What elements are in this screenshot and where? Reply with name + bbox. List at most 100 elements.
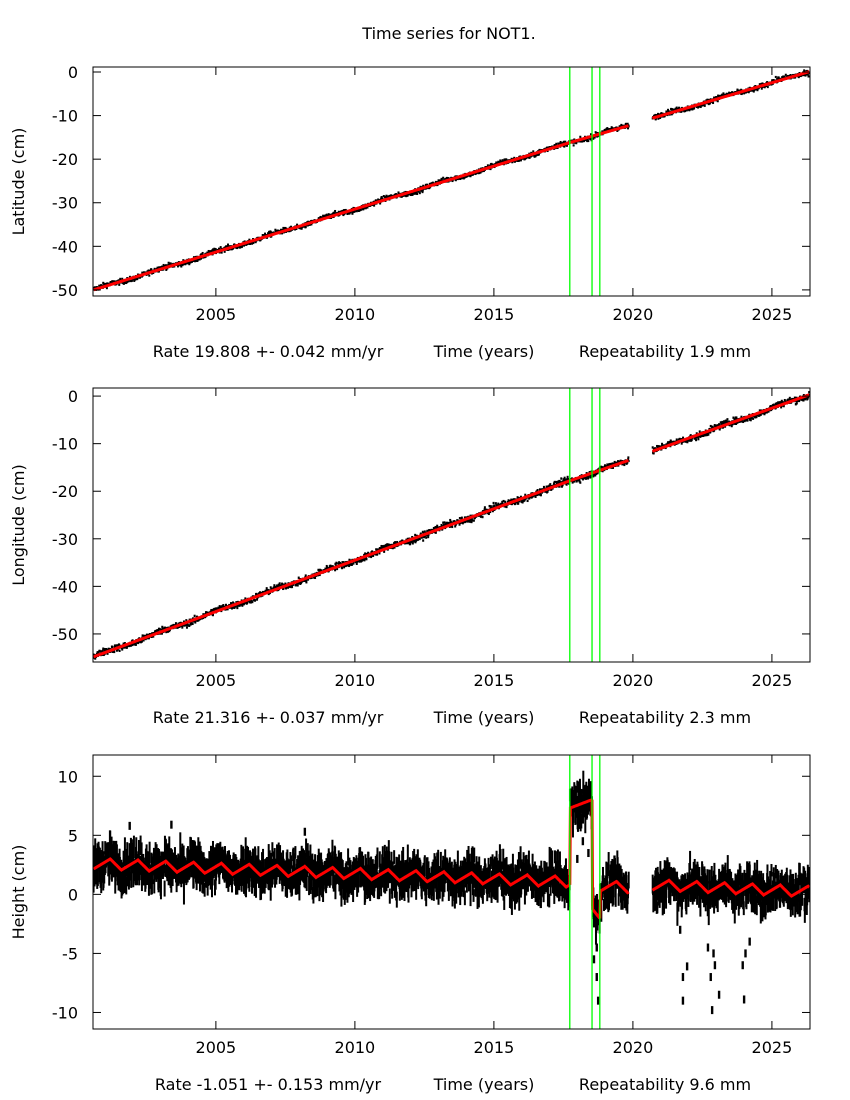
- data-point: [501, 500, 504, 504]
- data-point: [486, 164, 489, 167]
- data-point: [709, 101, 712, 104]
- data-point: [618, 125, 621, 128]
- x-tick-label: 2010: [335, 671, 376, 690]
- data-point: [510, 498, 513, 501]
- data-point: [495, 161, 498, 164]
- data-point: [572, 144, 575, 147]
- data-point: [324, 214, 327, 217]
- data-point: [160, 632, 163, 635]
- data-point: [181, 843, 184, 870]
- data-point: [575, 142, 578, 145]
- data-point: [288, 230, 291, 233]
- data-point: [117, 853, 120, 868]
- data-point: [297, 576, 300, 579]
- data-point: [298, 874, 301, 901]
- data-point: [382, 545, 385, 548]
- data-point: [165, 843, 168, 860]
- data-point: [236, 604, 239, 607]
- data-point: [119, 875, 122, 893]
- data-point: [261, 233, 264, 237]
- data-point: [735, 422, 738, 425]
- data-point: [804, 74, 807, 77]
- data-point: [340, 883, 343, 907]
- data-point: [676, 107, 679, 111]
- data-point: [323, 860, 326, 876]
- data-point: [150, 272, 153, 275]
- data-point: [601, 130, 604, 133]
- data-point: [124, 867, 127, 883]
- data-point: [176, 265, 179, 268]
- data-point: [391, 546, 394, 550]
- data-point: [603, 464, 606, 467]
- data-point: [338, 561, 341, 564]
- data-point: [458, 523, 461, 526]
- data-point: [269, 586, 272, 589]
- data-point: [137, 839, 140, 863]
- data-point: [506, 500, 509, 504]
- data-point: [304, 574, 307, 577]
- data-point: [743, 419, 746, 423]
- data-point: [383, 195, 386, 198]
- data-point: [690, 438, 693, 442]
- data-point: [100, 868, 103, 894]
- data-point: [779, 402, 782, 405]
- data-point: [330, 213, 333, 216]
- data-point: [697, 437, 700, 441]
- data-points: [92, 770, 811, 1015]
- data-point: [497, 502, 500, 505]
- data-point: [262, 590, 265, 594]
- data-point: [471, 519, 474, 522]
- data-point: [705, 99, 708, 102]
- data-point: [758, 409, 761, 412]
- data-point: [126, 644, 129, 648]
- data-point: [443, 521, 446, 524]
- y-axis-label: Latitude (cm): [9, 128, 28, 236]
- data-point: [562, 140, 565, 143]
- data-point: [257, 846, 260, 868]
- data-point: [102, 281, 105, 284]
- data-point: [414, 533, 417, 537]
- data-point: [718, 94, 721, 97]
- panel-1: 2005 2010 2015 2020 20250-10-20-30-40-50Long…: [9, 387, 811, 727]
- data-point: [706, 433, 709, 437]
- data-point: [370, 555, 373, 559]
- data-point: [469, 520, 472, 523]
- data-point: [522, 499, 525, 503]
- data-point: [173, 847, 176, 865]
- data-point: [148, 274, 151, 277]
- data-point: [356, 560, 359, 563]
- x-tick-label: 2025: [752, 671, 793, 690]
- data-point: [430, 182, 433, 185]
- data-point: [363, 553, 366, 557]
- data-point: [489, 510, 492, 514]
- data-point: [614, 461, 617, 465]
- data-point: [127, 280, 130, 283]
- data-point: [501, 159, 504, 162]
- data-point: [228, 869, 231, 887]
- data-point: [225, 862, 228, 889]
- data-point: [310, 223, 313, 226]
- data-point: [296, 584, 299, 587]
- y-tick-label: -50: [52, 625, 78, 644]
- data-point: [245, 874, 248, 890]
- data-point: [438, 179, 441, 182]
- data-point: [427, 533, 430, 537]
- data-point: [553, 480, 556, 484]
- data-point: [378, 552, 381, 555]
- data-point: [406, 537, 409, 541]
- data-point: [626, 122, 629, 125]
- data-point: [210, 865, 213, 880]
- data-point: [121, 277, 124, 280]
- data-point: [132, 863, 135, 888]
- data-point: [117, 867, 120, 885]
- data-point: [351, 563, 354, 566]
- x-tick-label: 2005: [196, 305, 237, 324]
- data-point: [596, 471, 599, 475]
- data-point: [197, 258, 200, 261]
- data-point: [563, 478, 566, 481]
- data-point: [246, 601, 249, 604]
- data-point: [409, 542, 412, 546]
- data-point: [314, 576, 317, 580]
- data-point: [155, 629, 158, 633]
- data-point: [755, 415, 758, 419]
